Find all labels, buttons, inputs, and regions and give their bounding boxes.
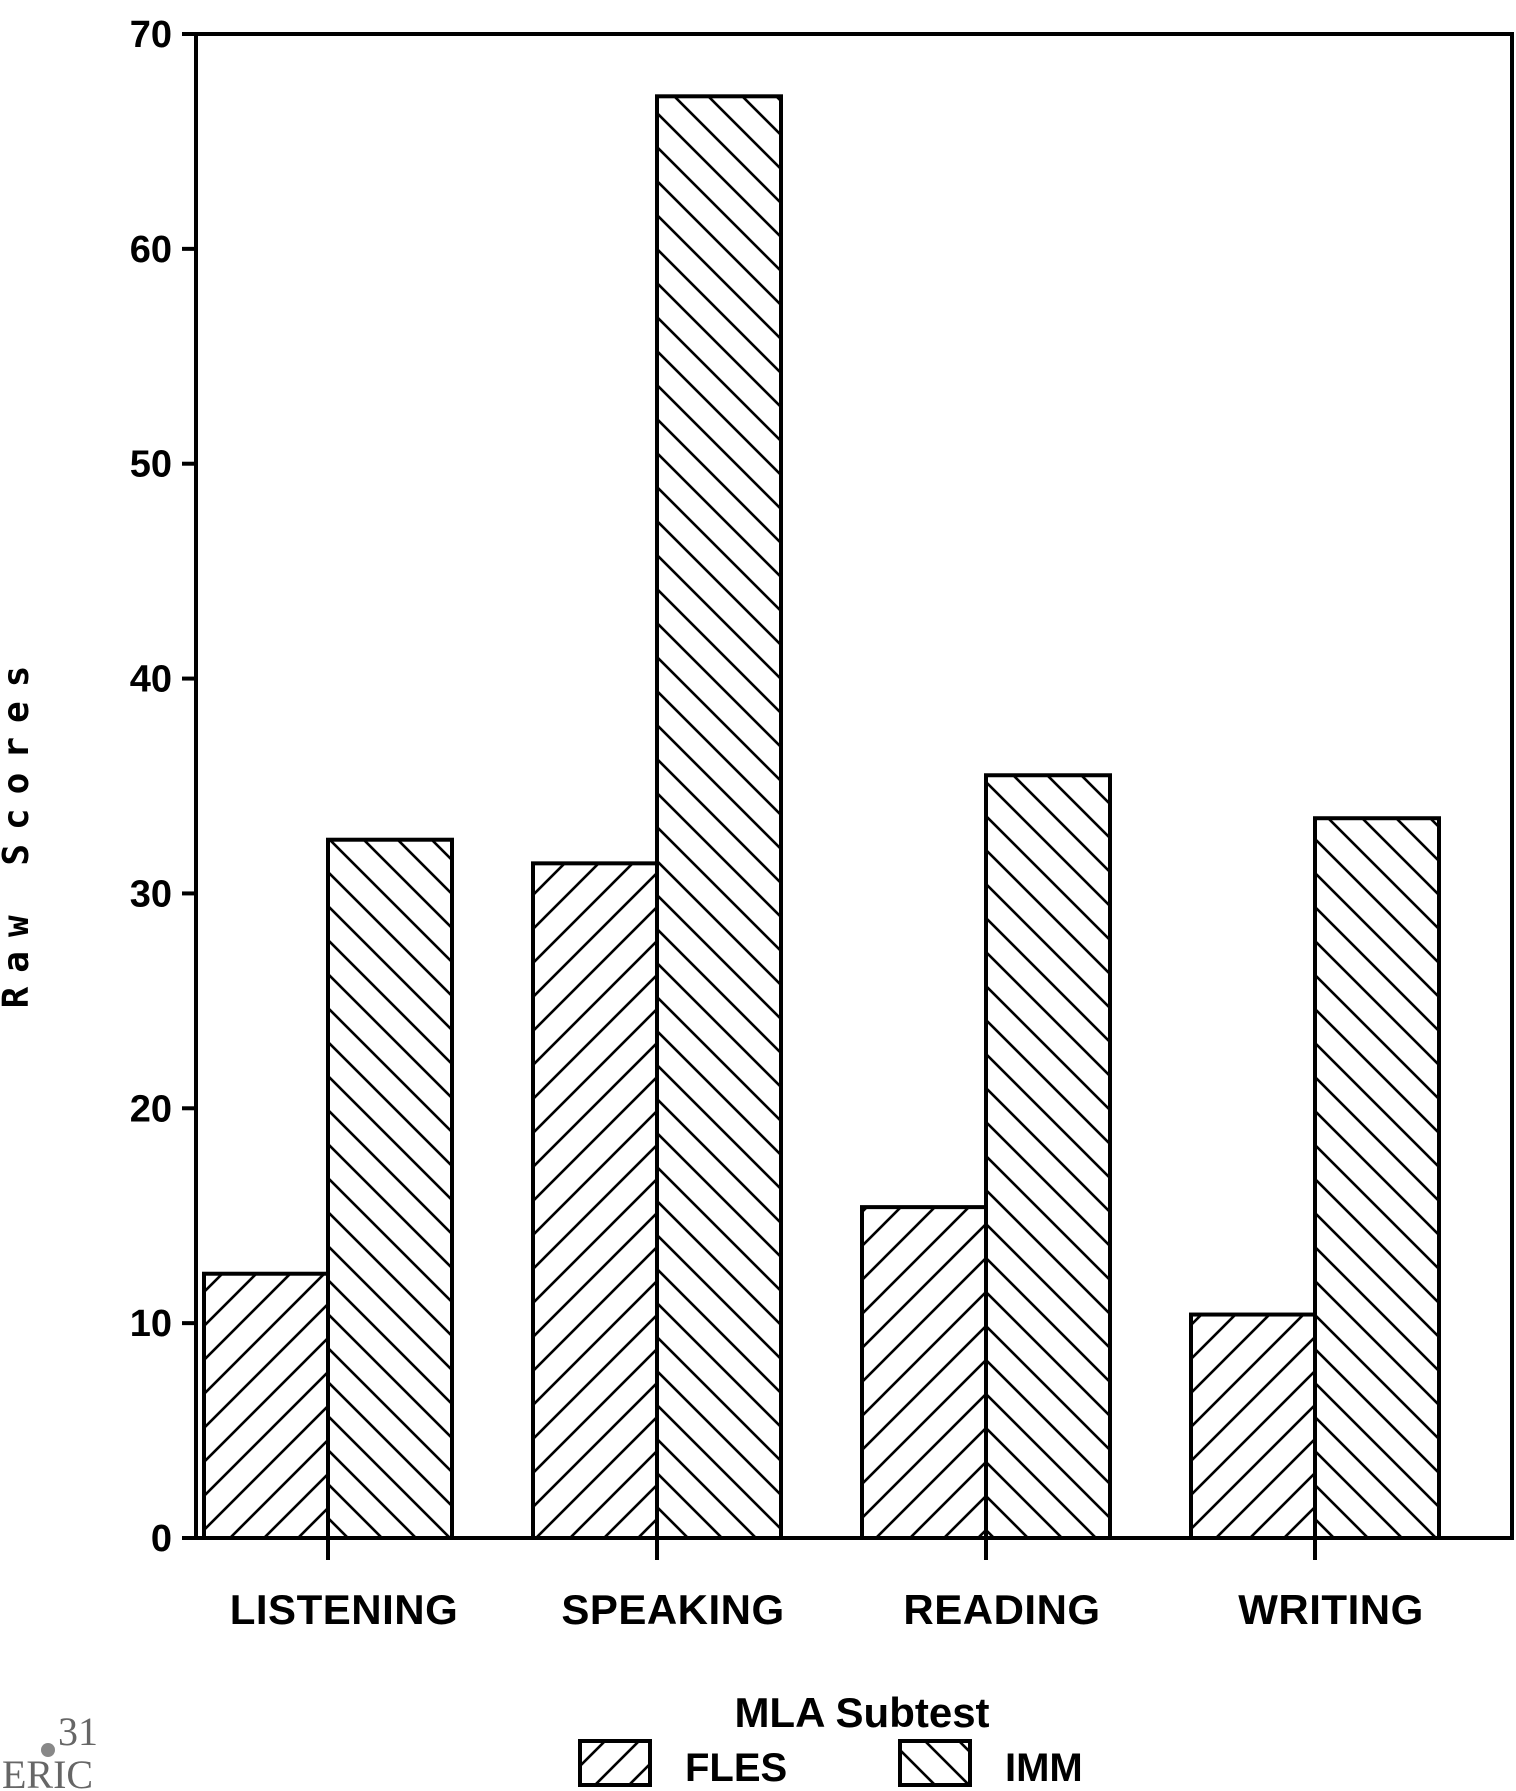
x-axis-label: MLA Subtest <box>734 1689 989 1736</box>
legend: FLES IMM <box>578 1739 1083 1790</box>
bar-imm-speaking <box>655 94 783 1540</box>
y-axis-label: Raw Scores <box>0 652 37 1009</box>
bar-fles-reading <box>860 1205 988 1540</box>
bar-imm-reading <box>984 773 1112 1540</box>
bar-fles-listening <box>202 1271 330 1540</box>
y-tick-label: 0 <box>151 1518 172 1560</box>
y-tick-label: 60 <box>130 229 172 271</box>
eric-logo-icon <box>41 1743 55 1757</box>
plot-frame <box>194 32 1514 1540</box>
y-axis-ticks: 0 10 20 30 40 50 60 70 <box>130 14 196 1560</box>
eric-watermark: ERIC 31 <box>2 1709 98 1791</box>
y-tick-label: 30 <box>130 873 172 915</box>
bars <box>202 94 1441 1541</box>
plot-border <box>194 32 1514 1540</box>
x-tick-label-listening: LISTENING <box>230 1586 459 1633</box>
legend-label-imm: IMM <box>1005 1746 1083 1790</box>
y-tick-label: 40 <box>130 659 172 701</box>
bar-imm-listening <box>326 837 454 1540</box>
x-tick-label-speaking: SPEAKING <box>561 1586 784 1633</box>
bar-imm-writing <box>1313 816 1441 1540</box>
bar-fles-writing <box>1189 1312 1317 1541</box>
y-tick-label: 20 <box>130 1088 172 1130</box>
legend-swatch-fles <box>578 1739 652 1787</box>
x-tick-label-writing: WRITING <box>1238 1586 1423 1633</box>
y-tick-label: 70 <box>130 14 172 56</box>
bar-fles-speaking <box>531 861 659 1540</box>
page-number: 31 <box>58 1709 98 1754</box>
y-tick-label: 50 <box>130 444 172 486</box>
y-tick-label: 10 <box>130 1303 172 1345</box>
x-axis-ticks: LISTENING SPEAKING READING WRITING <box>230 1538 1423 1633</box>
legend-swatch-imm <box>898 1739 972 1787</box>
x-tick-label-reading: READING <box>903 1586 1100 1633</box>
legend-label-fles: FLES <box>685 1746 787 1790</box>
eric-watermark-text: ERIC <box>2 1752 93 1791</box>
